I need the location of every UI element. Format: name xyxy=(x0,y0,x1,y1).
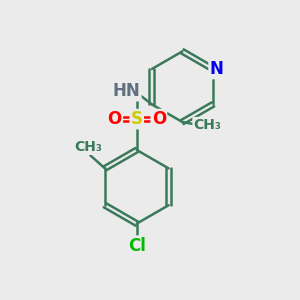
Text: S: S xyxy=(131,110,143,128)
Text: HN: HN xyxy=(112,82,140,100)
Text: CH₃: CH₃ xyxy=(194,118,221,132)
Text: O: O xyxy=(152,110,166,128)
Text: Cl: Cl xyxy=(128,237,146,255)
Text: CH₃: CH₃ xyxy=(75,140,103,154)
Text: N: N xyxy=(210,60,224,78)
Text: O: O xyxy=(107,110,122,128)
